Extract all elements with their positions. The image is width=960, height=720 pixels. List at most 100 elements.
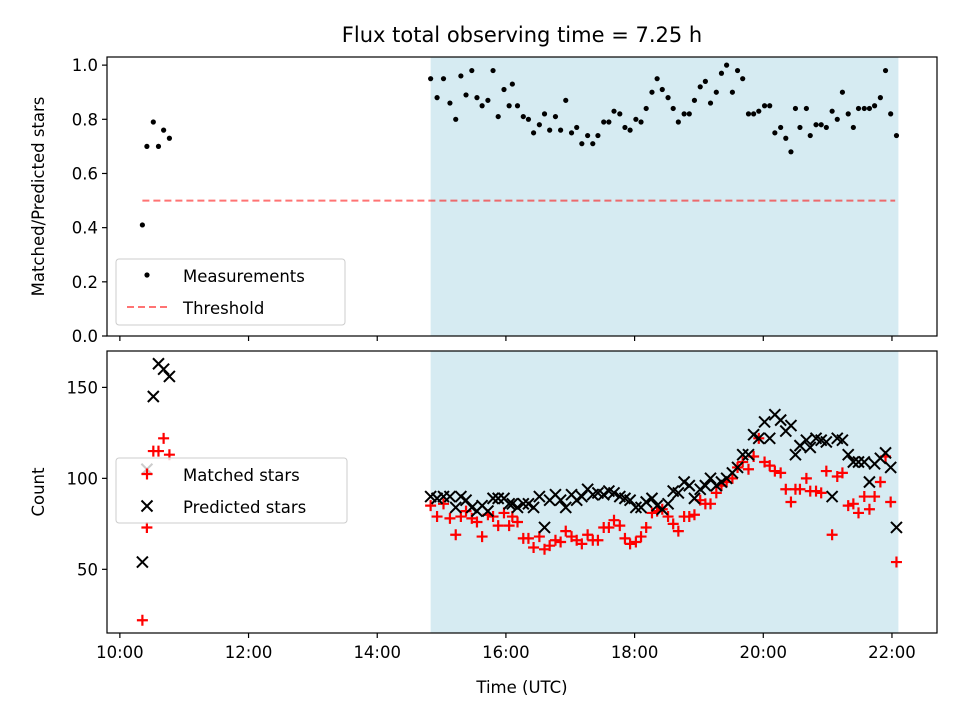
measurements-point xyxy=(675,119,681,125)
matched-stars-point xyxy=(820,465,832,477)
measurements-point xyxy=(783,135,789,141)
measurements-point xyxy=(756,108,762,114)
measurements-point xyxy=(161,127,167,133)
predicted-stars-point xyxy=(758,415,771,429)
matched-stars-point xyxy=(688,509,700,521)
matched-stars-point xyxy=(869,491,881,503)
predicted-stars-point xyxy=(890,521,903,534)
matched-stars-point xyxy=(544,540,556,552)
measurements-point xyxy=(834,116,840,122)
measurements-point xyxy=(485,97,491,103)
predicted-stars-point xyxy=(784,419,798,432)
predicted-stars-point xyxy=(683,479,696,492)
matched-stars-point xyxy=(511,516,523,528)
matched-stars-point xyxy=(726,472,738,484)
count-legend-box xyxy=(115,457,348,524)
x-axis-label: Time (UTC) xyxy=(475,678,567,697)
predicted-stars-point xyxy=(559,501,572,514)
measurements-point xyxy=(541,111,548,117)
matched-stars-point xyxy=(672,525,684,537)
measurements-point xyxy=(463,92,469,98)
matched-stars-point xyxy=(858,491,870,503)
predicted-stars-point xyxy=(570,493,583,507)
matched-stars-point xyxy=(800,472,812,484)
measurements-point xyxy=(707,100,714,106)
measurements-point xyxy=(772,130,778,136)
measurements-point xyxy=(585,132,591,139)
predicted-stars-point xyxy=(688,492,701,505)
measurements-point xyxy=(428,76,434,82)
predicted-stars-point xyxy=(522,497,535,511)
matched-stars-point xyxy=(635,531,647,543)
legend-predicted-symbol xyxy=(140,499,154,513)
measurements-point xyxy=(595,132,601,139)
matched-stars-point xyxy=(742,463,754,475)
matched-stars-point xyxy=(450,529,462,541)
matched-stars-point xyxy=(549,534,561,546)
y-tick-label: 0.0 xyxy=(72,327,98,346)
measurements-point xyxy=(686,111,692,117)
matched-stars-point xyxy=(764,460,776,472)
predicted-stars-point xyxy=(736,448,749,461)
predicted-stars-point xyxy=(752,432,765,445)
measurements-point xyxy=(469,67,475,74)
predicted-stars-point xyxy=(511,501,524,514)
measurements-point xyxy=(509,81,515,87)
predicted-stars-point xyxy=(715,475,728,489)
measurements-point xyxy=(622,124,628,131)
ratio-x-ticks xyxy=(119,336,893,341)
predicted-stars-point xyxy=(763,432,776,445)
measurements-point xyxy=(506,103,512,109)
chart-title: Flux total observing time = 7.25 h xyxy=(342,23,702,47)
measurements-point xyxy=(525,116,532,122)
predicted-stars-point xyxy=(704,472,717,485)
ratio-legend-box xyxy=(115,258,346,326)
measurements-point xyxy=(713,89,719,95)
y-tick-label: 150 xyxy=(67,378,99,397)
predicted-stars-point xyxy=(747,428,760,441)
matched-stars-point xyxy=(863,503,875,515)
measurements-point xyxy=(845,111,851,117)
measurements-point xyxy=(751,111,757,117)
measurements-point xyxy=(877,95,883,101)
predicted-stars-point xyxy=(820,435,833,449)
measurements-point xyxy=(813,122,819,128)
measurements-point xyxy=(861,105,867,112)
predicted-stars-point xyxy=(825,490,839,503)
measurements-point xyxy=(579,141,585,147)
measurements-point xyxy=(681,111,687,117)
matched-stars-point xyxy=(476,531,488,543)
legend-predicted-marker xyxy=(140,499,154,513)
legend-matched-label: Matched stars xyxy=(183,466,300,485)
ratio-y-axis-label: Matched/Predicted stars xyxy=(29,97,48,297)
matched-stars-point xyxy=(158,432,170,444)
measurements-point xyxy=(520,113,526,120)
predicted-stars-point xyxy=(454,490,468,503)
matched-stars-point xyxy=(667,518,679,530)
predicted-stars-point xyxy=(800,433,813,447)
legend-matched-marker xyxy=(141,468,153,480)
legend-measurements-label: Measurements xyxy=(183,267,305,286)
measurements-point xyxy=(734,67,741,74)
predicted-stars-point xyxy=(607,486,621,500)
x-tick-label: 12:00 xyxy=(225,643,273,662)
predicted-stars-point xyxy=(694,483,707,496)
matched-stars-point xyxy=(853,507,865,519)
ratio-series xyxy=(139,62,900,228)
legend-predicted-label: Predicted stars xyxy=(183,498,306,517)
count-panel: 50 100 150 10:00 12:00 14:00 16:00 18:00 20:00 2… xyxy=(29,350,938,662)
measurements-point xyxy=(568,130,575,136)
x-tick-label: 14:00 xyxy=(353,643,401,662)
predicted-stars-point xyxy=(710,479,723,492)
x-tick-label: 10:00 xyxy=(96,643,144,662)
measurements-point xyxy=(654,76,660,82)
predicted-stars-point xyxy=(789,448,802,461)
predicted-stars-point xyxy=(742,448,755,461)
predicted-stars-point xyxy=(884,461,897,474)
predicted-stars-point xyxy=(852,455,865,469)
count-y-axis-label: Count xyxy=(29,467,48,517)
observing-window-shade xyxy=(430,57,899,336)
predicted-stars-point xyxy=(443,490,457,503)
measurements-point xyxy=(724,62,730,68)
measurements-point xyxy=(855,105,862,112)
